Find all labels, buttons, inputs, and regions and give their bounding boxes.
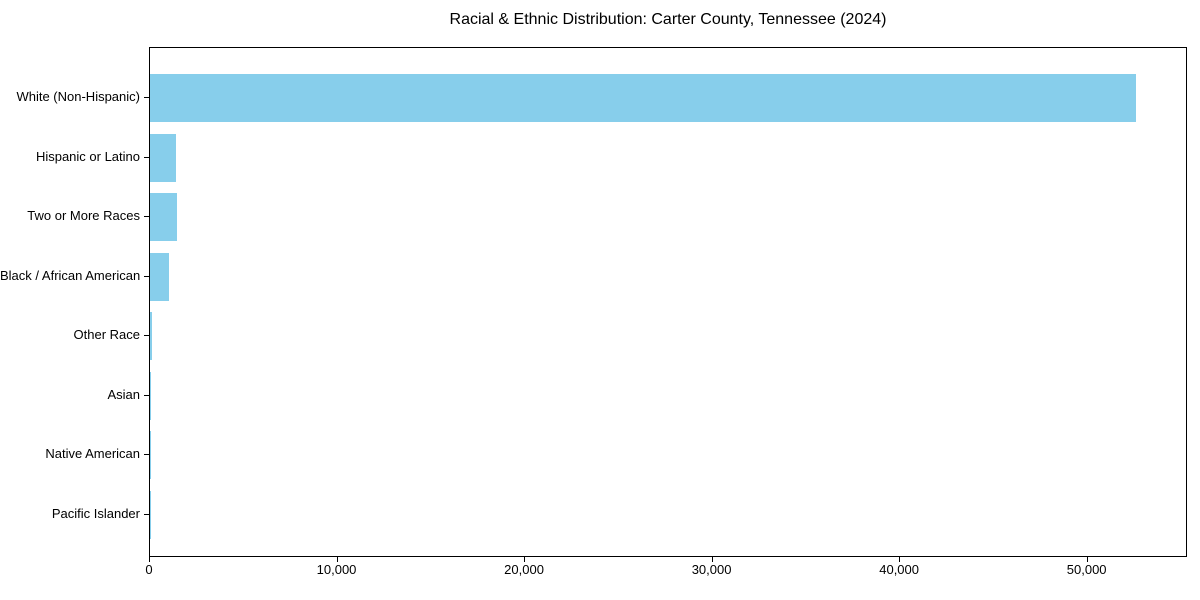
y-tick-mark bbox=[144, 513, 149, 515]
y-label-pacific-islander: Pacific Islander bbox=[51, 505, 140, 521]
bar-other-race bbox=[150, 312, 152, 360]
plot-area bbox=[149, 47, 1187, 557]
y-label-asian: Asian bbox=[107, 386, 140, 402]
y-tick-mark bbox=[144, 97, 149, 98]
bar-black-african-american bbox=[150, 252, 169, 301]
bar-native-american bbox=[150, 431, 151, 479]
x-tick-label-50000: 50,000 bbox=[1066, 562, 1107, 577]
y-label-black-african-american: Black / African American bbox=[0, 267, 141, 283]
y-label-hispanic-or-latino: Hispanic or Latino bbox=[35, 148, 140, 164]
x-tick-mark bbox=[711, 557, 713, 562]
bar-two-or-more-races bbox=[150, 193, 178, 241]
x-tick-label-30000: 30,000 bbox=[691, 562, 732, 577]
x-tick-mark bbox=[1086, 557, 1088, 562]
y-tick-mark bbox=[144, 335, 149, 336]
x-tick-mark bbox=[899, 557, 901, 562]
y-tick-mark bbox=[144, 216, 149, 217]
y-tick-mark bbox=[144, 275, 149, 277]
x-tick-label-10000: 10,000 bbox=[316, 562, 357, 577]
x-tick-label-0: 0 bbox=[145, 562, 153, 577]
y-label-two-or-more-races: Two or More Races bbox=[27, 208, 140, 223]
y-label-white-non-hispanic: White (Non-Hispanic) bbox=[16, 89, 140, 104]
bar-hispanic-or-latino bbox=[150, 133, 177, 182]
x-tick-mark bbox=[524, 557, 526, 562]
chart-title: Racial & Ethnic Distribution: Carter Cou… bbox=[449, 11, 887, 28]
y-label-other-race: Other Race bbox=[73, 327, 140, 342]
x-tick-label-40000: 40,000 bbox=[879, 562, 919, 577]
x-tick-mark bbox=[149, 557, 150, 562]
x-tick-label-20000: 20,000 bbox=[504, 562, 544, 577]
y-label-native-american: Native American bbox=[45, 446, 140, 461]
y-tick-mark bbox=[144, 394, 149, 396]
x-tick-mark bbox=[336, 557, 338, 562]
bar-asian bbox=[150, 371, 152, 420]
y-tick-mark bbox=[144, 454, 149, 455]
y-tick-mark bbox=[144, 156, 149, 158]
bar-white-non-hispanic bbox=[150, 74, 1137, 122]
